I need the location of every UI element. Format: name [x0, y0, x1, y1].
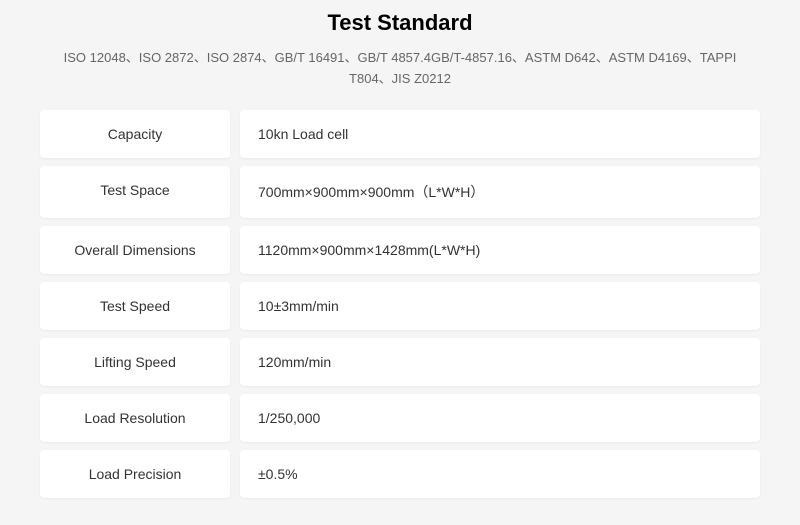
table-row: Test Speed 10±3mm/min: [40, 282, 760, 330]
table-row: Capacity 10kn Load cell: [40, 110, 760, 158]
table-row: Test Space 700mm×900mm×900mm（L*W*H）: [40, 166, 760, 218]
spec-value: 1/250,000: [240, 394, 760, 442]
spec-value: 10±3mm/min: [240, 282, 760, 330]
table-row: Lifting Speed 120mm/min: [40, 338, 760, 386]
table-row: Load Precision ±0.5%: [40, 450, 760, 498]
table-row: Load Resolution 1/250,000: [40, 394, 760, 442]
spec-label: Test Space: [40, 166, 230, 218]
spec-value: 700mm×900mm×900mm（L*W*H）: [240, 166, 760, 218]
spec-value: 10kn Load cell: [240, 110, 760, 158]
table-row: Overall Dimensions 1120mm×900mm×1428mm(L…: [40, 226, 760, 274]
spec-value: 1120mm×900mm×1428mm(L*W*H): [240, 226, 760, 274]
spec-table: Capacity 10kn Load cell Test Space 700mm…: [40, 110, 760, 498]
spec-label: Capacity: [40, 110, 230, 158]
spec-label: Test Speed: [40, 282, 230, 330]
spec-label: Load Precision: [40, 450, 230, 498]
standards-list: ISO 12048、ISO 2872、ISO 2874、GB/T 16491、G…: [40, 48, 760, 90]
spec-label: Overall Dimensions: [40, 226, 230, 274]
spec-value: 120mm/min: [240, 338, 760, 386]
spec-value: ±0.5%: [240, 450, 760, 498]
page-title: Test Standard: [40, 10, 760, 36]
spec-label: Lifting Speed: [40, 338, 230, 386]
spec-label: Load Resolution: [40, 394, 230, 442]
